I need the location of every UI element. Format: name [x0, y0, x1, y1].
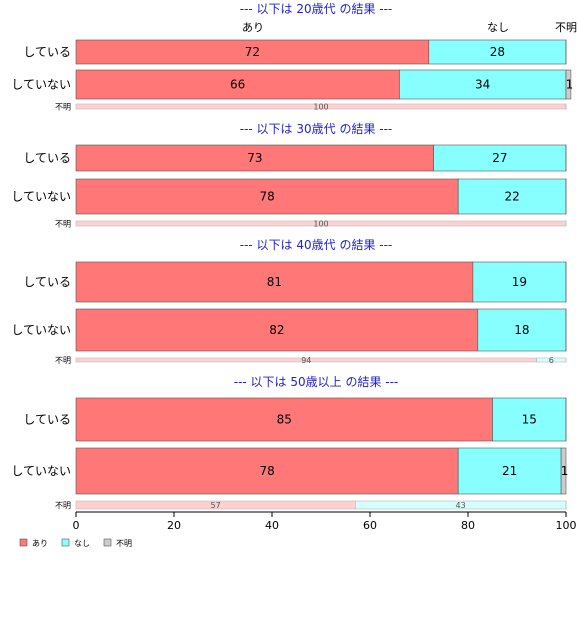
legend-swatch-nashi [61, 538, 70, 547]
bar-3-2-ari [75, 308, 479, 352]
bar-4-2-ari [75, 447, 459, 495]
row-label-2-2: していない [11, 190, 71, 204]
x-tick-label-20: 20 [167, 519, 181, 532]
data-label-3-2-ari: 82 [269, 323, 284, 337]
row-label-1-1: している [23, 45, 71, 59]
data-label-3-3-nashi: 6 [549, 356, 554, 365]
row-label-2-1: している [23, 151, 71, 165]
panel-title-4: --- 以下は 50歳以上 の結果 --- [234, 375, 399, 389]
legend-swatch-ari [19, 538, 28, 547]
data-label-2-2-ari: 78 [259, 190, 274, 204]
legend-label-ari: あり [32, 539, 48, 548]
bar-3-1-nashi [472, 261, 567, 303]
data-label-4-2-nashi: 21 [502, 464, 517, 478]
x-tick-label-40: 40 [265, 519, 279, 532]
bar-2-2-ari [75, 178, 459, 215]
panel-title-1: --- 以下は 20歳代 の結果 --- [240, 2, 393, 16]
data-label-1-2-fumei: 1 [566, 78, 574, 92]
bar-3-1-ari [75, 261, 474, 303]
bar-4-2-nashi [457, 447, 562, 495]
data-label-4-2-ari: 78 [259, 464, 274, 478]
bar-3-2-nashi [477, 308, 567, 352]
bar-2-1-ari [75, 144, 435, 172]
row-label-3-3: 不明 [55, 356, 71, 365]
data-label-2-1-ari: 73 [247, 151, 262, 165]
header-label-fumei: 不明 [555, 21, 577, 34]
header-label-nashi: なし [487, 21, 509, 34]
bar-4-1-ari [75, 397, 493, 442]
panel-title-3: --- 以下は 40歳代 の結果 --- [240, 238, 393, 252]
x-tick-label-80: 80 [461, 519, 475, 532]
bar-1-2-ari [75, 69, 400, 100]
row-label-2-3: 不明 [55, 220, 71, 229]
x-tick-label-0: 0 [73, 519, 80, 532]
data-label-4-2-fumei: 1 [561, 464, 569, 478]
data-label-1-2-nashi: 34 [475, 78, 490, 92]
legend-label-nashi: なし [74, 539, 90, 548]
row-label-3-2: していない [11, 323, 71, 337]
row-label-1-2: していない [11, 78, 71, 92]
data-label-4-3-ari: 57 [211, 501, 221, 510]
legend-swatch-fumei [103, 538, 112, 547]
bar-4-1-nashi [492, 397, 567, 442]
data-label-1-2-ari: 66 [230, 78, 245, 92]
data-label-2-1-nashi: 27 [492, 151, 507, 165]
bar-1-2-fumei [565, 69, 572, 100]
bar-4-2-fumei [560, 447, 567, 495]
row-label-1-3: 不明 [55, 103, 71, 112]
data-label-2-3-ari: 100 [313, 220, 328, 229]
data-label-2-2-nashi: 22 [504, 190, 519, 204]
row-label-4-1: している [23, 413, 71, 427]
data-label-1-1-nashi: 28 [490, 45, 505, 59]
x-tick-label-100: 100 [556, 519, 577, 532]
row-label-4-2: していない [11, 464, 71, 478]
row-label-3-1: している [23, 275, 71, 289]
bar-1-1-nashi [428, 39, 567, 65]
data-label-4-3-nashi: 43 [456, 501, 466, 510]
data-label-1-3-ari: 100 [313, 103, 328, 112]
data-label-3-2-nashi: 18 [514, 323, 529, 337]
bar-1-2-nashi [399, 69, 567, 100]
legend-label-fumei: 不明 [116, 539, 132, 548]
data-label-3-1-ari: 81 [267, 275, 282, 289]
data-label-4-1-nashi: 15 [522, 413, 537, 427]
bar-2-1-nashi [433, 144, 567, 172]
panel-title-2: --- 以下は 30歳代 の結果 --- [240, 122, 393, 136]
data-label-1-1-ari: 72 [245, 45, 260, 59]
data-label-3-1-nashi: 19 [512, 275, 527, 289]
x-tick-label-60: 60 [363, 519, 377, 532]
bar-1-1-ari [75, 39, 430, 65]
header-label-ari: あり [242, 21, 264, 34]
data-label-3-3-ari: 94 [301, 356, 311, 365]
row-label-4-3: 不明 [55, 501, 71, 510]
data-label-4-1-ari: 85 [277, 413, 292, 427]
